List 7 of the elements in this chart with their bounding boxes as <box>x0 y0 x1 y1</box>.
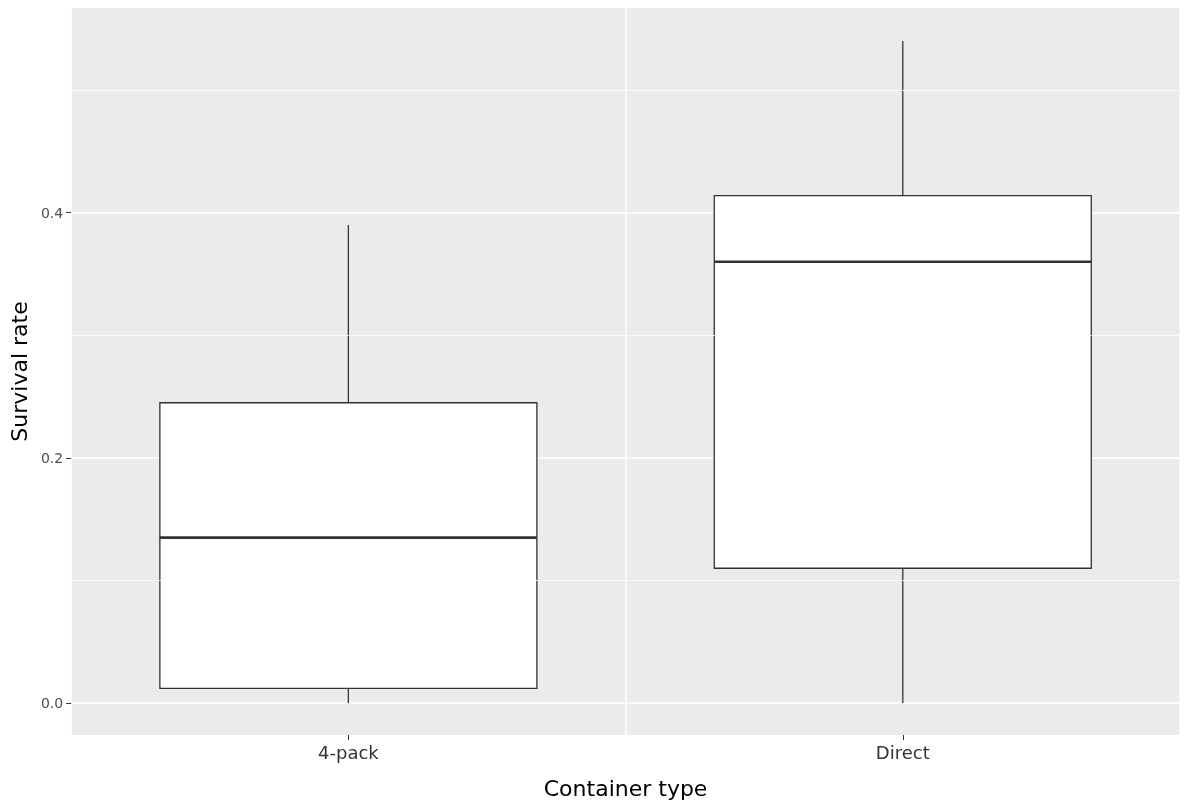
x-tick-label: 4-pack <box>318 741 380 763</box>
y-tick-label: 0.4 <box>40 204 64 221</box>
y-tick-label: 0.2 <box>40 449 64 466</box>
y-tick-label: 0.0 <box>40 695 64 712</box>
x-axis-title: Container type <box>543 775 708 801</box>
x-tick-label: Direct <box>875 741 930 763</box>
y-axis-title: Survival rate <box>6 301 32 442</box>
